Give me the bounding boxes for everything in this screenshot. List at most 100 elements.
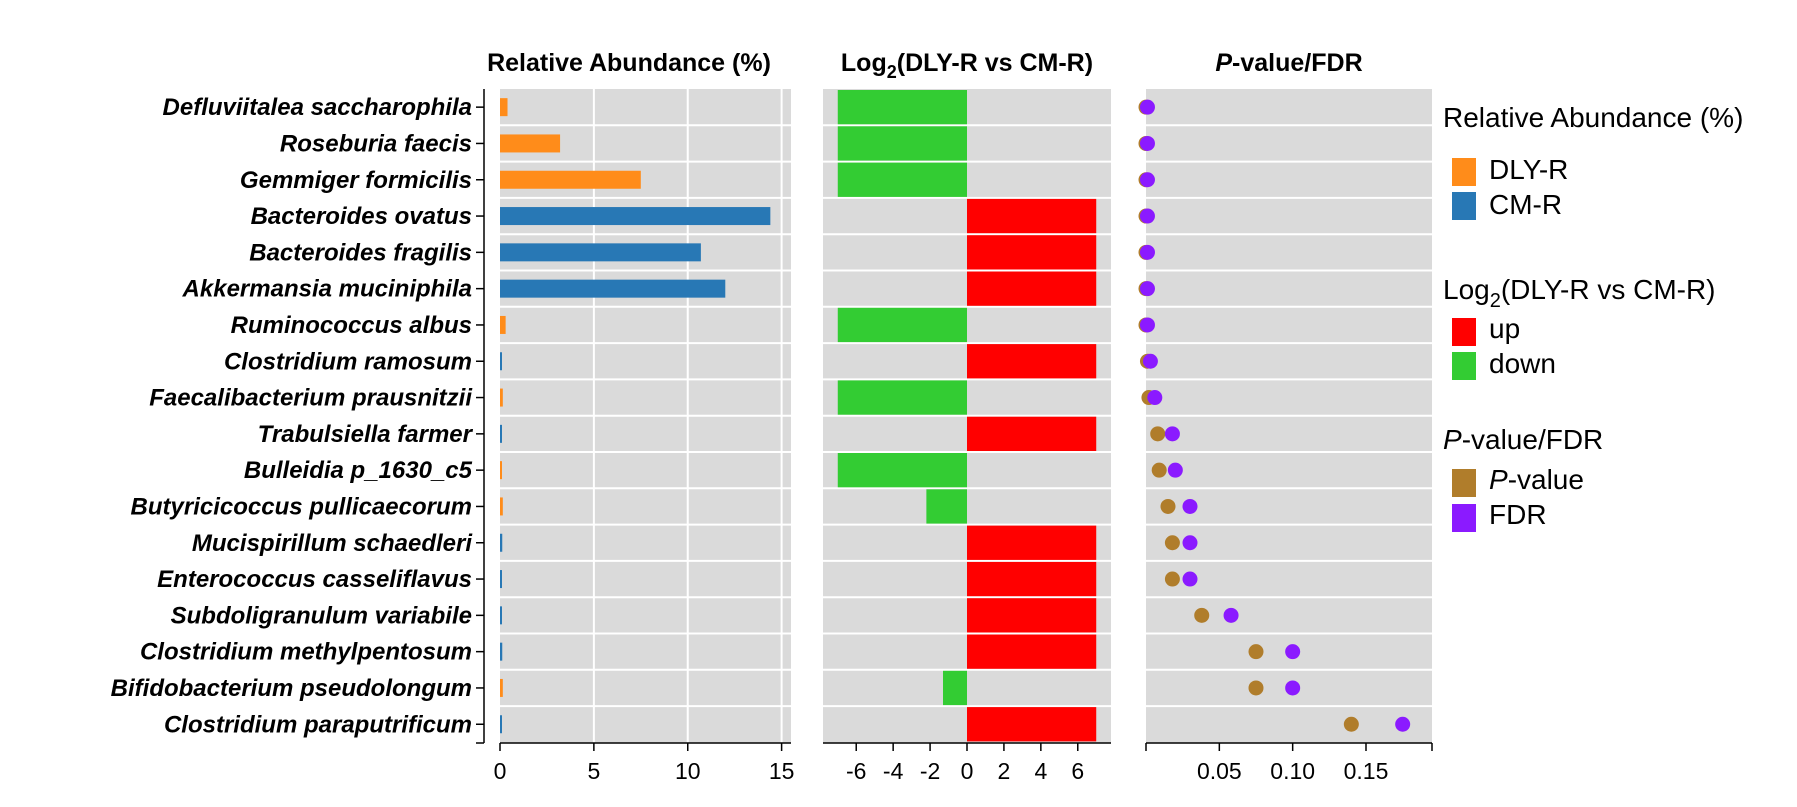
species-label-akkermansia-muciniphila: Akkermansia muciniphila: [182, 276, 472, 303]
log2fc-bar-butyricicoccus-pullicaecorum: [926, 489, 967, 524]
log2fc-x-tick-label: -6: [846, 758, 866, 784]
abundance-x-tick-label: 10: [675, 758, 701, 784]
abundance-bar-gemmiger-formicilis: [500, 170, 641, 189]
abundance-bar-roseburia-faecis: [500, 134, 561, 153]
legend-label-up: up: [1489, 313, 1520, 344]
legend-label-cm-r: CM-R: [1489, 189, 1562, 220]
pvalue-x-tick-label: 0.15: [1344, 758, 1389, 784]
fdr-point-faecalibacterium-prausnitzii: [1147, 390, 1163, 406]
pvalue-x-tick-label: 0.10: [1270, 758, 1315, 784]
species-label-enterococcus-casseliflavus: Enterococcus casseliflavus: [157, 566, 472, 593]
log2fc-bar-trabulsiella-farmer: [967, 416, 1097, 451]
abundance-bar-butyricicoccus-pullicaecorum: [500, 497, 503, 516]
legend-label-dly-r: DLY-R: [1489, 154, 1568, 185]
log2fc-bar-subdoligranulum-variabile: [967, 598, 1097, 633]
species-label-bifidobacterium-pseudolongum: Bifidobacterium pseudolongum: [111, 675, 472, 702]
abundance-bar-trabulsiella-farmer: [500, 424, 502, 443]
log2fc-bar-clostridium-methylpentosum: [967, 634, 1097, 669]
legend-label-fdr: FDR: [1489, 499, 1547, 530]
legend-swatch-cm-r: [1452, 192, 1476, 220]
species-label-bulleidia-p-1630-c5: Bulleidia p_1630_c5: [244, 457, 473, 484]
fdr-point-bulleidia-p-1630-c5: [1167, 462, 1183, 478]
log2fc-bar-bulleidia-p-1630-c5: [837, 453, 967, 488]
abundance-panel-title: Relative Abundance (%): [487, 49, 771, 77]
fdr-point-clostridium-methylpentosum: [1285, 644, 1301, 660]
abundance-bar-mucispirillum-schaedleri: [500, 533, 503, 552]
legend-abundance-title: Relative Abundance (%): [1443, 102, 1743, 133]
pvalue-point-trabulsiella-farmer: [1150, 426, 1166, 442]
log2fc-x-tick-label: -4: [883, 758, 904, 784]
pvalue-point-bulleidia-p-1630-c5: [1151, 462, 1167, 478]
legend-swatch-dly-r: [1452, 158, 1476, 186]
fdr-point-bacteroides-ovatus: [1139, 208, 1155, 224]
legend-swatch-down: [1452, 352, 1476, 380]
log2fc-x-tick-label: 6: [1071, 758, 1084, 784]
abundance-x-tick-label: 5: [587, 758, 600, 784]
abundance-bar-clostridium-ramosum: [500, 352, 502, 371]
pvalue-point-bifidobacterium-pseudolongum: [1248, 680, 1264, 696]
log2fc-x-tick-label: -2: [920, 758, 940, 784]
log2fc-bar-bacteroides-ovatus: [967, 198, 1097, 234]
fdr-point-bifidobacterium-pseudolongum: [1285, 680, 1301, 696]
log2fc-x-tick-label: 2: [998, 758, 1011, 784]
fdr-point-clostridium-paraputrificum: [1395, 716, 1411, 732]
abundance-bar-subdoligranulum-variabile: [500, 606, 502, 625]
species-label-clostridium-paraputrificum: Clostridium paraputrificum: [164, 711, 472, 738]
pvalue-panel-title: P-value/FDR: [1215, 49, 1362, 77]
fdr-point-clostridium-ramosum: [1142, 353, 1158, 369]
log2fc-bar-mucispirillum-schaedleri: [967, 525, 1097, 560]
log2fc-bar-bacteroides-fragilis: [967, 235, 1097, 270]
abundance-bar-bifidobacterium-pseudolongum: [500, 678, 503, 697]
log2fc-bar-bifidobacterium-pseudolongum: [943, 670, 967, 706]
pvalue-point-enterococcus-casseliflavus: [1164, 571, 1180, 587]
species-label-trabulsiella-farmer: Trabulsiella farmer: [258, 421, 474, 448]
fdr-point-akkermansia-muciniphila: [1139, 281, 1155, 297]
species-label-bacteroides-fragilis: Bacteroides fragilis: [249, 239, 472, 266]
legend-pvalue-title: P-value/FDR: [1443, 424, 1603, 455]
fdr-point-defluviitalea-saccharophila: [1139, 99, 1155, 115]
abundance-bar-enterococcus-casseliflavus: [500, 570, 502, 589]
fdr-point-roseburia-faecis: [1139, 135, 1155, 151]
species-labels: Defluviitalea saccharophila Roseburia fae…: [111, 89, 485, 744]
abundance-x-tick-label: 15: [769, 758, 795, 784]
log2fc-panel: -6 -4 -2 0 2 4 6: [823, 89, 1111, 784]
abundance-bar-ruminococcus-albus: [500, 315, 506, 334]
log2fc-bar-clostridium-paraputrificum: [967, 707, 1097, 742]
abundance-bar-bacteroides-fragilis: [500, 243, 701, 262]
abundance-bar-bulleidia-p-1630-c5: [500, 461, 502, 480]
log2fc-bar-akkermansia-muciniphila: [967, 271, 1097, 306]
species-label-gemmiger-formicilis: Gemmiger formicilis: [240, 167, 472, 194]
fdr-point-mucispirillum-schaedleri: [1182, 535, 1198, 551]
fdr-point-gemmiger-formicilis: [1139, 172, 1155, 188]
log2fc-bar-ruminococcus-albus: [837, 307, 967, 343]
abundance-bar-bacteroides-ovatus: [500, 207, 771, 226]
abundance-bar-akkermansia-muciniphila: [500, 279, 726, 298]
abundance-bar-clostridium-paraputrificum: [500, 715, 502, 734]
legend-log2-title: Log2(DLY-R vs CM-R): [1443, 274, 1716, 312]
log2fc-panel-title: Log2(DLY-R vs CM-R): [841, 49, 1093, 82]
fdr-point-trabulsiella-farmer: [1164, 426, 1180, 442]
log2fc-x-tick-label: 4: [1034, 758, 1047, 784]
pvalue-point-clostridium-paraputrificum: [1343, 716, 1359, 732]
legend-swatch-up: [1452, 318, 1476, 346]
abundance-panel: 0 5 10 15: [494, 89, 795, 784]
abundance-x-tick-label: 0: [494, 758, 507, 784]
log2fc-bar-defluviitalea-saccharophila: [837, 90, 967, 125]
pvalue-point-butyricicoccus-pullicaecorum: [1160, 498, 1176, 514]
log2fc-x-tick-label: 0: [961, 758, 974, 784]
species-label-butyricicoccus-pullicaecorum: Butyricicoccus pullicaecorum: [131, 493, 472, 520]
log2fc-bar-enterococcus-casseliflavus: [967, 561, 1097, 597]
log2fc-bar-clostridium-ramosum: [967, 344, 1097, 379]
pvalue-point-subdoligranulum-variabile: [1194, 607, 1210, 623]
legend-swatch-fdr: [1452, 504, 1476, 532]
pvalue-point-mucispirillum-schaedleri: [1164, 535, 1180, 551]
species-label-mucispirillum-schaedleri: Mucispirillum schaedleri: [192, 530, 473, 557]
species-label-faecalibacterium-prausnitzii: Faecalibacterium prausnitzii: [149, 385, 473, 412]
fdr-point-bacteroides-fragilis: [1139, 244, 1155, 260]
legend-swatch-pvalue: [1452, 469, 1476, 497]
pvalue-x-tick-label: 0.05: [1197, 758, 1242, 784]
pvalue-point-clostridium-methylpentosum: [1248, 644, 1264, 660]
fdr-point-subdoligranulum-variabile: [1223, 607, 1239, 623]
log2fc-bar-roseburia-faecis: [837, 126, 967, 161]
